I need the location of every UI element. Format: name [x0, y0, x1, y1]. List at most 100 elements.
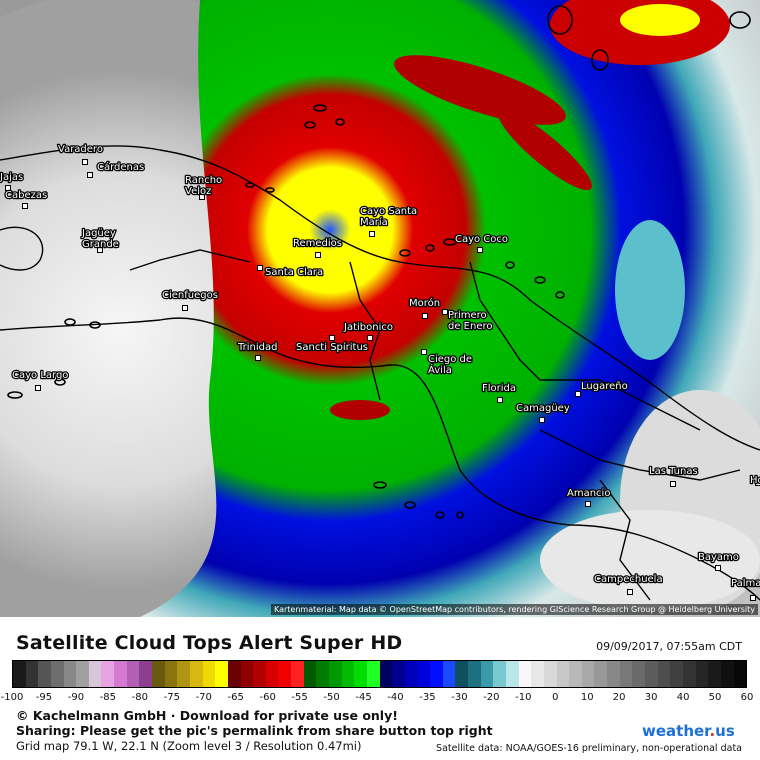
color-scale-cell [607, 661, 620, 687]
color-scale-cell [253, 661, 266, 687]
color-scale-cell [392, 661, 405, 687]
color-scale-cell [505, 661, 519, 687]
color-scale-cell [278, 661, 292, 687]
copyright-notice: © Kachelmann GmbH · Download for private… [16, 708, 398, 723]
color-scale-tick: 0 [552, 692, 559, 703]
city-label-cabezas: Cabezas [5, 190, 47, 201]
color-scale-cell [139, 661, 153, 687]
sharing-notice: Sharing: Please get the pic's permalink … [16, 723, 493, 738]
color-scale-cell [468, 661, 481, 687]
color-scale-tick: -85 [99, 692, 117, 703]
color-scale-cell [531, 661, 544, 687]
color-scale-tick: 50 [708, 692, 722, 703]
legend-panel [0, 617, 760, 760]
page-title: Satellite Cloud Tops Alert Super HD [16, 632, 403, 654]
city-marker-jaguey-grande [97, 247, 103, 253]
city-label-moron: Morón [409, 297, 440, 309]
city-label-lugareno: Lugareño [581, 381, 628, 392]
timestamp: 09/09/2017, 07:55am CDT [596, 640, 742, 653]
color-scale-cell [720, 661, 734, 687]
color-scale-cell [152, 661, 165, 687]
color-scale-cell [556, 661, 570, 687]
city-marker-trinidad [255, 355, 261, 361]
color-scale-cell [38, 661, 51, 687]
color-scale-tick: -50 [323, 692, 340, 703]
city-label-amancio: Amancio [567, 488, 610, 499]
color-scale-cell [189, 661, 203, 687]
city-marker-camaguey [539, 417, 545, 423]
city-marker-jatibonico [367, 335, 373, 341]
color-scale-tick: -100 [0, 692, 24, 703]
color-scale-cell [480, 661, 494, 687]
city-label-jatibonico: Jatibonico [343, 322, 393, 333]
color-scale-tick: -65 [227, 692, 244, 703]
color-scale-cell [695, 661, 709, 687]
color-scale-cell [657, 661, 671, 687]
color-scale-tick: -75 [163, 692, 180, 703]
color-scale-tick: 30 [644, 692, 658, 703]
city-label-jajas: Jajas [0, 172, 23, 183]
city-marker-las-tunas [670, 481, 676, 487]
brand-dot: . [709, 722, 716, 740]
city-marker-cardenas [87, 172, 93, 178]
brand-us: us [715, 722, 735, 740]
weather-us-logo[interactable]: weather.us [642, 722, 735, 740]
color-scale-cell [177, 661, 190, 687]
color-scale-tick: -45 [355, 692, 372, 703]
color-scale-cell [126, 661, 140, 687]
color-scale-cell [114, 661, 127, 687]
color-scale-tick: -40 [387, 692, 404, 703]
color-scale-cell [202, 661, 216, 687]
city-marker-cabezas [22, 203, 28, 209]
color-scale-cell [619, 661, 633, 687]
city-marker-santa-clara [257, 265, 263, 271]
city-label-jaguey-grande: Jagüey Grande [81, 228, 119, 250]
color-scale-cell [581, 661, 595, 687]
color-scale-cell [379, 661, 393, 687]
color-scale-cell [682, 661, 696, 687]
color-scale-cell [316, 661, 330, 687]
city-label-campechuela: Campechuela [594, 574, 663, 585]
color-scale-cell [455, 661, 469, 687]
color-scale-cell [708, 661, 721, 687]
city-marker-ciego-de-avila [421, 349, 427, 355]
color-scale-tick: -20 [483, 692, 500, 703]
color-scale-cell [670, 661, 683, 687]
city-marker-primero-de-enero [442, 309, 448, 315]
satellite-map[interactable]: Varadero Cárdenas Jajas Cabezas Rancho Veloz J… [0, 0, 760, 617]
city-marker-cayo-largo [35, 385, 41, 391]
color-scale-cell [291, 661, 304, 687]
color-scale-tick: -55 [291, 692, 308, 703]
city-label-cienfuegos: Cienfuegos [162, 290, 218, 301]
brand-weather: weather [642, 722, 710, 740]
city-marker-bayamo [715, 565, 721, 571]
city-marker-jajas [5, 185, 11, 191]
color-scale-cell [329, 661, 342, 687]
color-scale-cell [63, 661, 77, 687]
color-scale-cell [240, 661, 254, 687]
city-label-cayo-santa-maria: Cayo Santa María [360, 206, 417, 228]
city-label-rancho-veloz: Rancho Veloz [185, 175, 222, 197]
color-scale-tick: -95 [35, 692, 53, 703]
city-label-cardenas: Cárdenas [97, 161, 144, 173]
color-scale-cell [101, 661, 115, 687]
city-marker-palma [750, 595, 756, 601]
color-scale-cell [543, 661, 557, 687]
city-label-primero-de-enero: Primero de Enero [448, 310, 493, 332]
city-label-palma: Palma [731, 578, 760, 589]
color-scale-cell [518, 661, 532, 687]
city-marker-cienfuegos [182, 305, 188, 311]
city-label-trinidad: Trinidad [237, 342, 277, 353]
color-scale-cell [215, 661, 228, 687]
color-scale-cell [733, 661, 747, 687]
color-scale-ticks: -100 -95 -90 -85 -80 -75 -70 -65 -60 -55 -50 -45 -40… [1, 692, 754, 704]
city-marker-campechuela [627, 589, 633, 595]
color-scale-tick: 20 [612, 692, 626, 703]
city-label-bayamo: Bayamo [698, 552, 739, 563]
color-scale-tick: -90 [67, 692, 85, 703]
color-scale-cell [50, 661, 64, 687]
satellite-image: Varadero Cárdenas Jajas Cabezas Rancho Veloz J… [0, 0, 760, 617]
color-scale-cell [594, 661, 608, 687]
color-scale-cell [430, 661, 443, 687]
city-label-sancti-spiritus: Sancti Spíritus [296, 341, 368, 353]
